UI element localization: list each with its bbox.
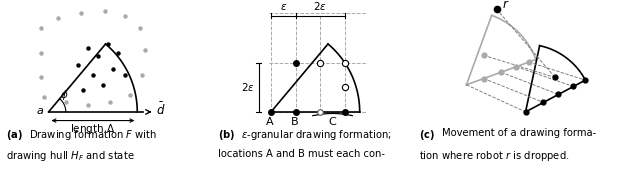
Text: Movement of a drawing forma-: Movement of a drawing forma-: [442, 128, 596, 139]
Text: $2\epsilon$: $2\epsilon$: [314, 0, 327, 12]
Text: locations A and B must each con-: locations A and B must each con-: [218, 149, 385, 159]
Text: $\phi$: $\phi$: [60, 88, 68, 102]
Text: $\epsilon$: $\epsilon$: [280, 2, 287, 12]
Text: A: A: [266, 117, 273, 127]
Text: $\bar{d}$: $\bar{d}$: [156, 102, 165, 118]
Text: Drawing formation $F$ with: Drawing formation $F$ with: [29, 128, 157, 143]
Text: $a$: $a$: [36, 106, 44, 116]
Text: C: C: [329, 117, 337, 127]
Text: drawing hull $H_F$ and state: drawing hull $H_F$ and state: [6, 149, 135, 163]
Text: $r$: $r$: [502, 0, 509, 11]
Text: $\mathbf{(c)}$: $\mathbf{(c)}$: [419, 128, 435, 143]
Text: B: B: [291, 117, 298, 127]
Text: $\epsilon$-granular drawing formation;: $\epsilon$-granular drawing formation;: [241, 128, 392, 143]
Text: $2\epsilon$: $2\epsilon$: [241, 81, 255, 93]
Text: tion where robot $r$ is dropped.: tion where robot $r$ is dropped.: [419, 149, 570, 163]
Text: $\mathbf{(b)}$: $\mathbf{(b)}$: [218, 128, 235, 143]
Text: $\mathbf{(a)}$: $\mathbf{(a)}$: [6, 128, 23, 143]
Text: length $\Delta$: length $\Delta$: [70, 122, 116, 136]
